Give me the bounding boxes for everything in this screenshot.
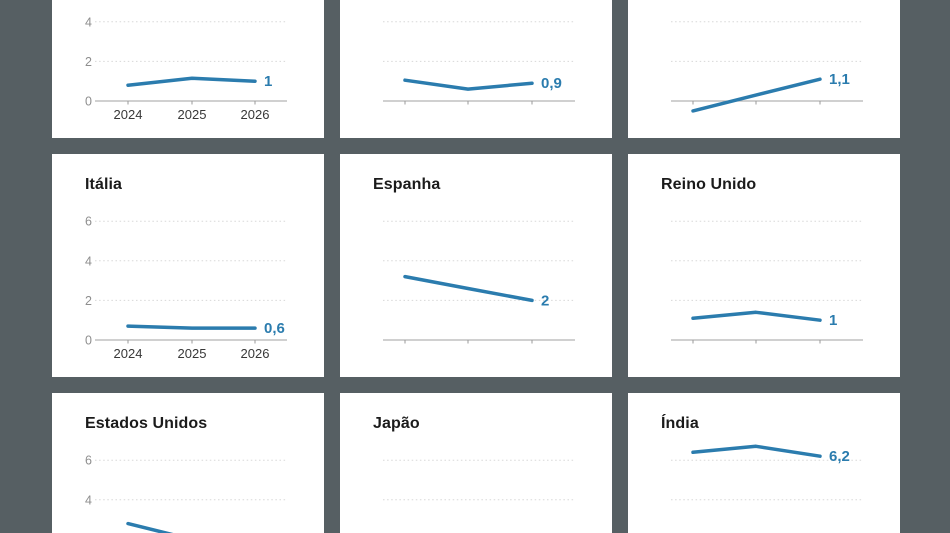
trend-line xyxy=(691,310,822,322)
x-tick-label: 2025 xyxy=(178,346,207,361)
country-name: Reino Unido xyxy=(661,176,757,193)
sparkline-chart: 1,1 xyxy=(671,21,863,113)
country-chart-card: Japão xyxy=(340,393,612,533)
end-value-label: 1,1 xyxy=(829,71,850,88)
y-tick-label: 4 xyxy=(85,15,92,29)
country-chart-card: 1,1 xyxy=(628,0,900,138)
country-chart-card: Índia 6,2 xyxy=(628,393,900,533)
country-chart-card: Espanha 2 xyxy=(340,154,612,377)
y-tick-label: 2 xyxy=(85,294,92,308)
sparkline-chart: 2 xyxy=(383,220,575,344)
x-tick-label: 2026 xyxy=(241,346,270,361)
sparkline-chart: 6,2 xyxy=(671,444,863,501)
x-tick-label: 2026 xyxy=(241,107,270,122)
y-tick-label: 2 xyxy=(85,55,92,69)
y-tick-label: 0 xyxy=(85,95,92,109)
sparkline-chart: 02462024202520261 xyxy=(85,15,287,122)
y-tick-label: 6 xyxy=(85,454,92,468)
y-tick-label: 0 xyxy=(85,334,92,348)
end-value-label: 1 xyxy=(264,73,272,90)
trend-line xyxy=(126,76,257,87)
country-name: Espanha xyxy=(373,176,441,193)
sparkline-chart: 0,9 xyxy=(383,21,575,105)
trend-line xyxy=(403,78,534,91)
x-tick-label: 2025 xyxy=(178,107,207,122)
y-tick-label: 6 xyxy=(85,215,92,229)
x-tick-label: 2024 xyxy=(114,107,143,122)
trend-line xyxy=(691,77,822,113)
sparkline-chart: 0 2 4 6 2024 2025 2026 0,6 xyxy=(85,215,287,361)
trend-line xyxy=(126,324,257,330)
end-value-label: 0,9 xyxy=(541,75,562,92)
end-value-label: 1 xyxy=(829,312,837,329)
trend-line xyxy=(126,521,174,533)
sparkline-chart: 1 xyxy=(671,220,863,344)
country-name: Itália xyxy=(85,176,123,193)
country-chart-card: Reino Unido 1 xyxy=(628,154,900,377)
country-name: Japão xyxy=(373,415,420,432)
country-chart-card: 0,9 xyxy=(340,0,612,138)
sparkline-chart xyxy=(383,459,575,501)
trend-line xyxy=(691,444,822,458)
x-tick-label: 2024 xyxy=(114,346,143,361)
y-tick-label: 4 xyxy=(85,493,92,507)
country-name: Estados Unidos xyxy=(85,415,208,432)
chart-grid: 0 2 4 6 2024 2025 2026 1 0,9 1,1 Itália 0 2 4 6 202… xyxy=(52,0,900,533)
end-value-label: 6,2 xyxy=(829,448,850,465)
country-chart-card: 02462024202520261 xyxy=(52,0,324,138)
country-chart-card: Itália 0 2 4 6 2024 2025 2026 0,6 xyxy=(52,154,324,377)
country-name: Índia xyxy=(661,415,699,432)
trend-line xyxy=(403,274,534,303)
y-tick-label: 4 xyxy=(85,254,92,268)
end-value-label: 0,6 xyxy=(264,320,285,337)
end-value-label: 2 xyxy=(541,292,549,309)
